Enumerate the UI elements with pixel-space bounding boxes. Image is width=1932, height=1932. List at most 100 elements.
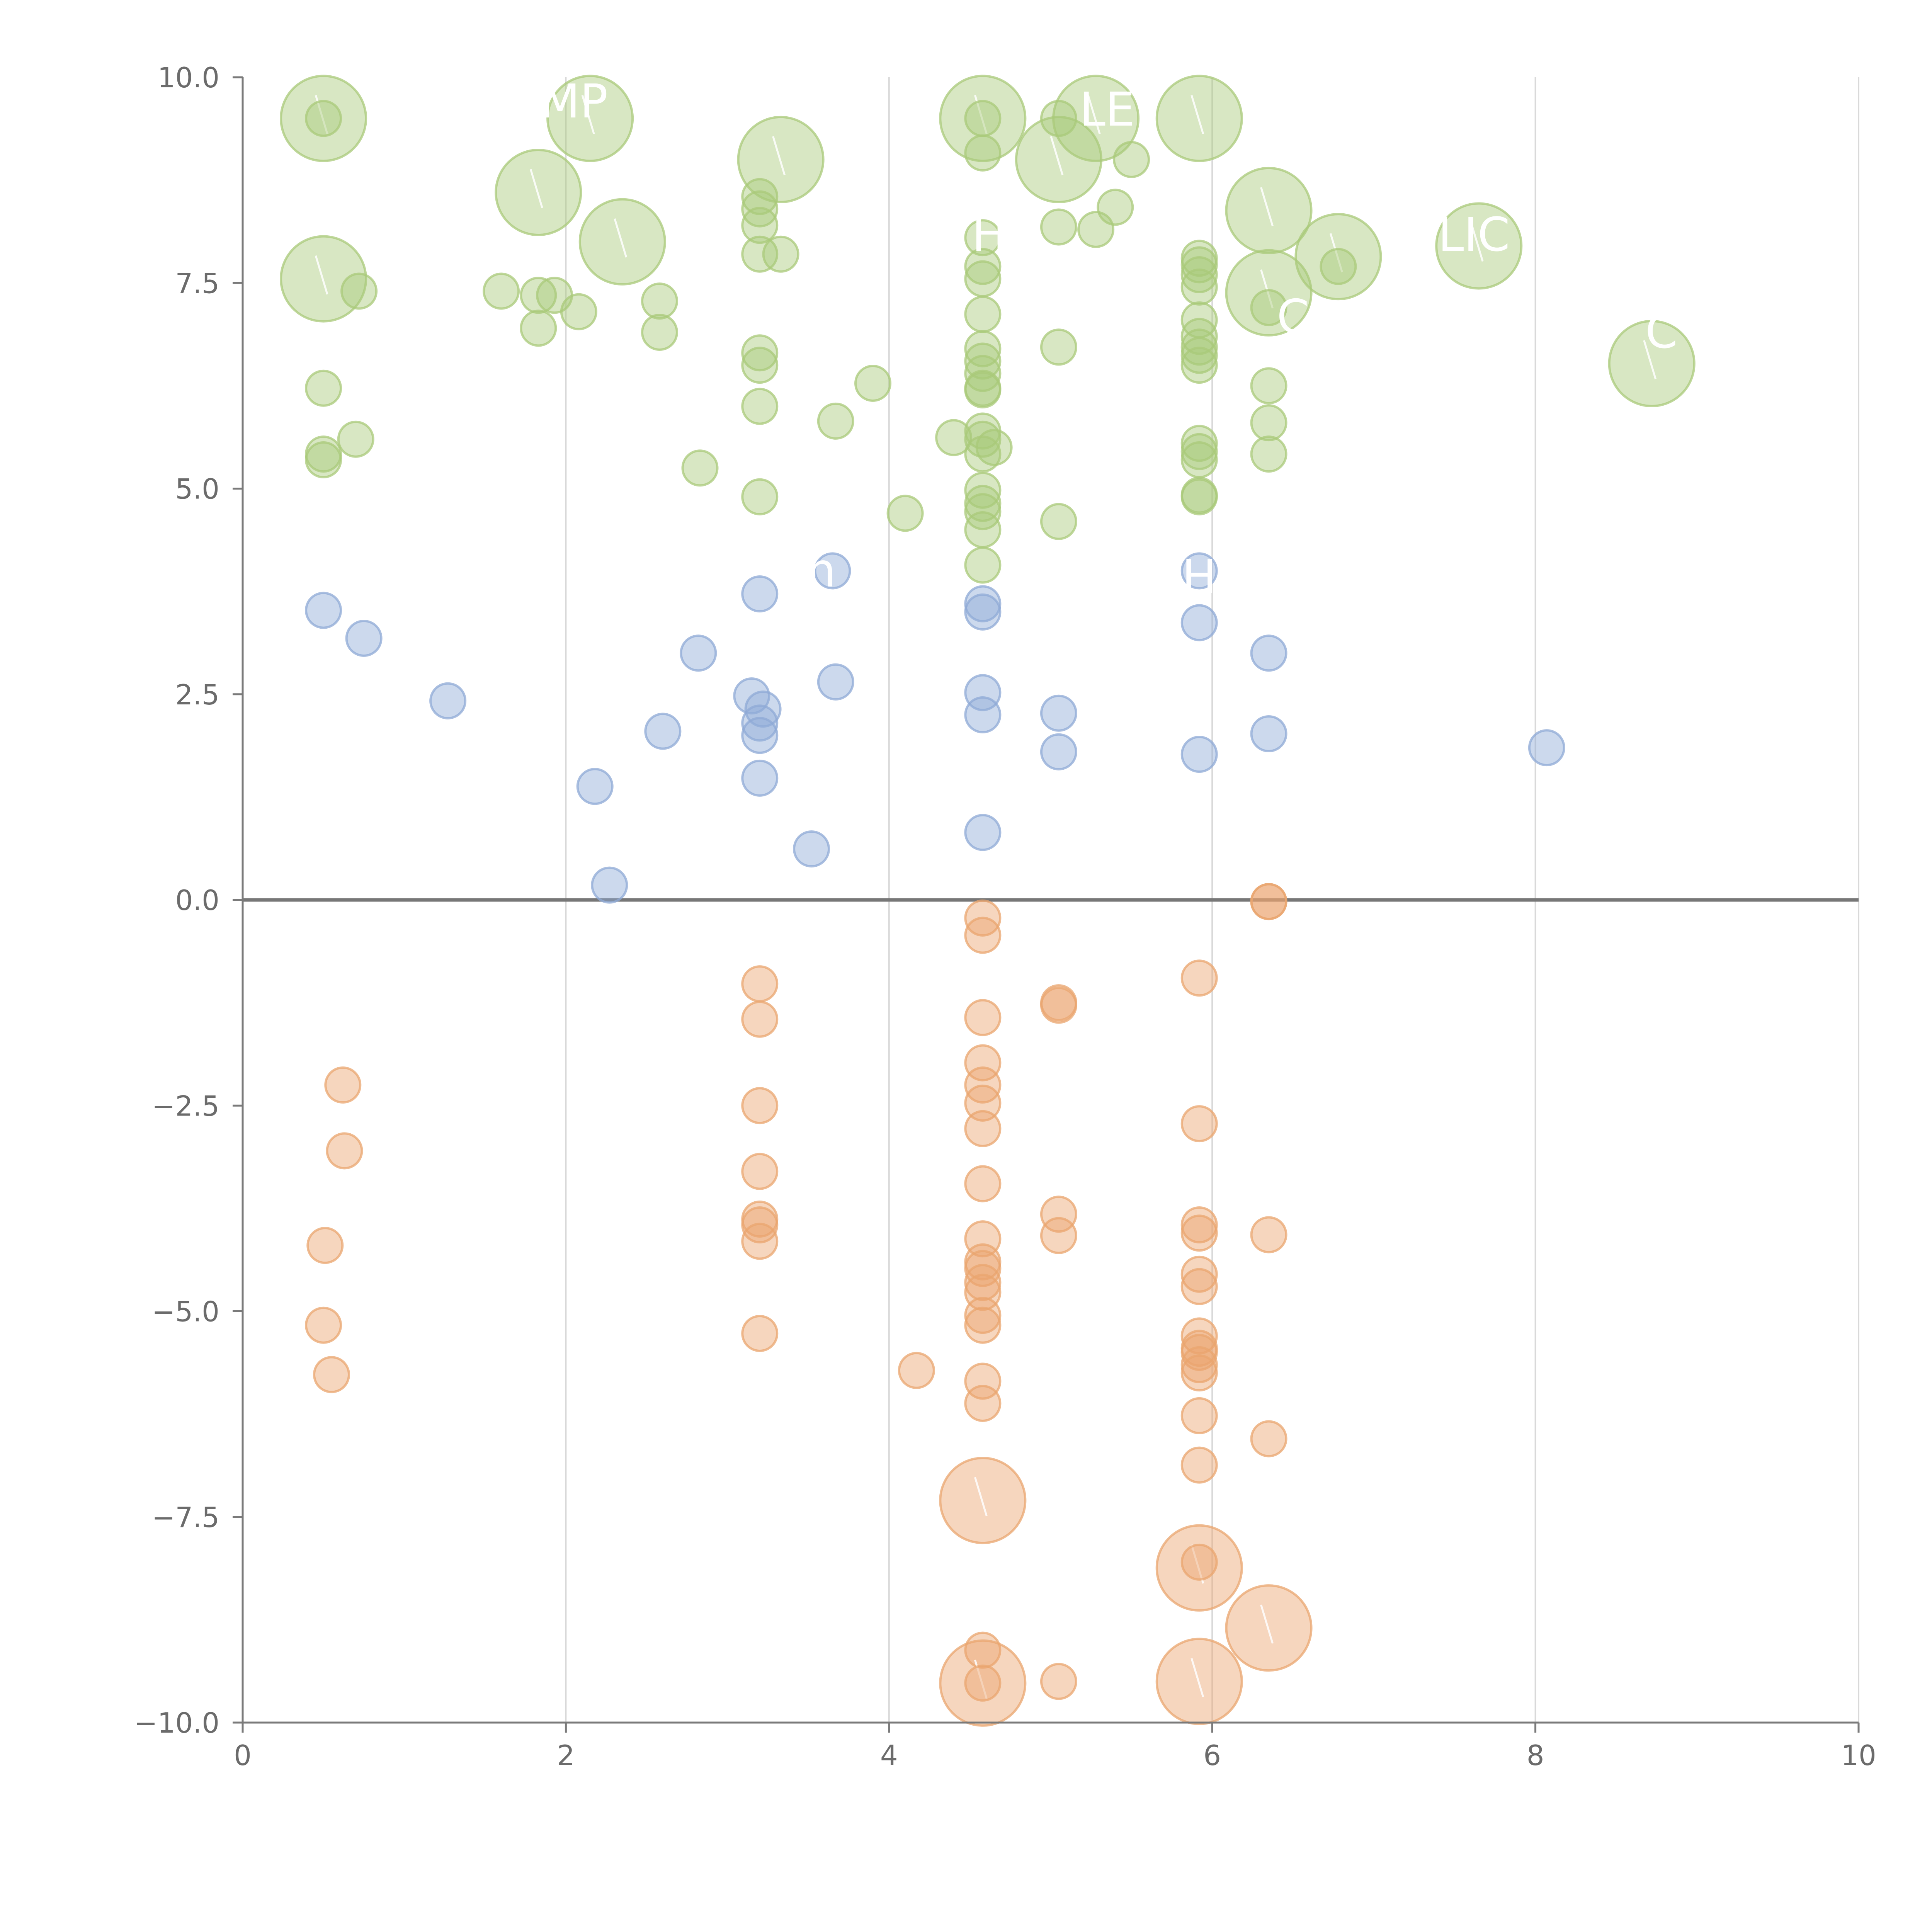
bubble-high (935, 419, 973, 456)
bubble-low (1180, 1446, 1218, 1484)
bubble-high (1180, 256, 1218, 293)
bubble-low (306, 1227, 344, 1264)
bubble-low (964, 1384, 1002, 1422)
x-tick-label: 8 (1527, 1739, 1544, 1772)
bubble-high (1180, 347, 1218, 384)
bubble-high (964, 248, 1002, 285)
bubble-high (1040, 328, 1077, 366)
bubble-low (741, 1087, 779, 1124)
bubble-mid (345, 619, 383, 657)
bubble-low (1040, 1217, 1077, 1254)
bubble-mid (741, 717, 779, 754)
bubble-low (1040, 986, 1077, 1024)
bubble-mid (964, 674, 1002, 711)
bubbles (280, 75, 1696, 1727)
bubble-high (1180, 433, 1218, 470)
bubble-high (964, 100, 1002, 137)
bubble-high (964, 485, 1002, 522)
bubble-high (1180, 441, 1218, 478)
bubble-low (741, 1000, 779, 1038)
bubble-high (1040, 100, 1077, 137)
bubble-high (964, 546, 1002, 584)
bubble-low (964, 999, 1002, 1036)
bubble-high (1250, 289, 1287, 327)
bubble-high (1040, 208, 1077, 246)
bubble-high (762, 235, 799, 273)
bubble-low (964, 1306, 1002, 1344)
bubble-annotation: C (1277, 291, 1309, 344)
bubble-low (964, 1165, 1002, 1202)
bubble-mid (741, 759, 779, 797)
bubble-low (964, 1297, 1002, 1334)
bubble-high (854, 364, 891, 402)
bubble-low (1250, 1216, 1287, 1253)
bubble-mid (964, 593, 1002, 631)
bubble-high (1180, 246, 1218, 284)
bubble-high (305, 441, 342, 478)
bubble-high (964, 134, 1002, 172)
bubble-annotation: MP (540, 75, 608, 129)
leader-line (1260, 187, 1274, 226)
bubble-high (741, 347, 779, 384)
bubble-low (964, 1110, 1002, 1147)
bubble-low (1250, 883, 1287, 920)
bubble-high (741, 178, 779, 215)
y-tick-label: −5.0 (152, 1296, 219, 1328)
bubble-mid (1528, 729, 1565, 767)
bubble-mid (1180, 604, 1218, 641)
bubble-low (1040, 1663, 1077, 1700)
bubble-annotation: H (972, 208, 1007, 262)
y-tick-label: −10.0 (134, 1707, 219, 1739)
bubble-low (305, 1306, 342, 1344)
bubble-annotation: LE (1080, 83, 1135, 137)
bubble-mid (1250, 634, 1287, 672)
bubble-low (741, 965, 779, 1003)
bubble-mid (741, 704, 779, 742)
bubble-high (741, 207, 779, 244)
bubble-low (1180, 1268, 1218, 1305)
bubble-low (324, 1066, 362, 1104)
bubble-high (1113, 141, 1150, 178)
bubble-high (975, 429, 1013, 466)
bubble-low (741, 1153, 779, 1190)
bubble-high (964, 371, 1002, 409)
bubble-mid (814, 552, 851, 590)
bubble-high (520, 310, 557, 347)
x-tick-label: 4 (880, 1739, 898, 1772)
bubble-high (886, 495, 924, 532)
y-tick-label: 0.0 (175, 884, 219, 917)
bubble-high (964, 511, 1002, 548)
bubble-low (1180, 1543, 1218, 1581)
leader-line (1190, 95, 1204, 134)
bubble-high (741, 235, 779, 273)
bubble-low (1180, 959, 1218, 997)
bubble-low (964, 1362, 1002, 1400)
bubble-high (681, 449, 719, 487)
bubble-mid (817, 663, 854, 701)
bubble-low (964, 917, 1002, 954)
bubble-high (340, 272, 378, 310)
y-tick-label: 7.5 (175, 267, 219, 299)
bubble-mid (964, 585, 1002, 622)
leader-line (529, 169, 543, 208)
bubble-high (1180, 337, 1218, 374)
bubble-high (1250, 404, 1287, 442)
bubble-high (1040, 503, 1077, 540)
bubble-high (305, 100, 342, 137)
bubble-low (741, 1223, 779, 1260)
bubble-mid (741, 575, 779, 613)
bubble-mid (1040, 733, 1077, 770)
bubble-low (1040, 1196, 1077, 1233)
x-tick-label: 2 (557, 1739, 575, 1772)
bubble-high (741, 388, 779, 425)
bubble-high (741, 478, 779, 515)
y-tick-label: 5.0 (175, 473, 219, 505)
bubble-annotation: C (1645, 305, 1678, 359)
bubble-annotation: LIC (1438, 208, 1510, 262)
bubble-high (1097, 189, 1134, 226)
bubble-low (964, 1264, 1002, 1301)
bubble-high (964, 471, 1002, 509)
bubble-high (1180, 268, 1218, 306)
bubble-mid (680, 634, 717, 672)
bubble-high (964, 260, 1002, 298)
